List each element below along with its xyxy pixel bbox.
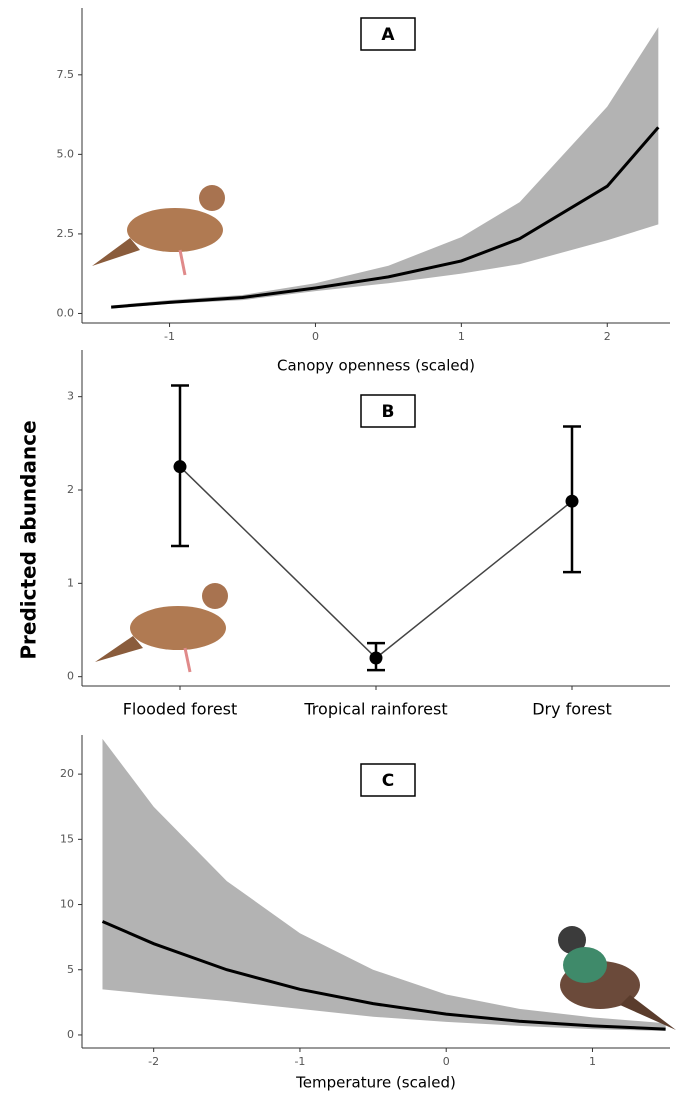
bird-leg: [178, 249, 187, 276]
y-tick-label: 5: [67, 963, 74, 976]
bird-head: [199, 185, 225, 211]
y-axis-label: Predicted abundance: [17, 420, 41, 659]
x-tick-label: Flooded forest: [123, 700, 238, 719]
bird-body: [130, 606, 226, 650]
y-tick-label: 5.0: [57, 147, 75, 160]
confidence-band: [111, 27, 659, 309]
panel-label-box: [360, 394, 416, 428]
y-tick-label: 20: [60, 767, 74, 780]
panel-label-box: [360, 17, 416, 51]
x-tick-label: 1: [458, 330, 465, 343]
x-tick-label: -1: [294, 1055, 305, 1068]
x-tick-label: 1: [589, 1055, 596, 1068]
x-axis-label: Canopy openness (scaled): [277, 357, 475, 375]
y-tick-label: 0: [67, 670, 74, 683]
bird-tail: [92, 238, 140, 266]
panel-label: B: [382, 402, 395, 422]
x-axis-label: Temperature (scaled): [295, 1074, 456, 1092]
point: [369, 651, 383, 665]
y-tick-label: 3: [67, 390, 74, 403]
y-tick-label: 7.5: [57, 68, 75, 81]
x-tick-label: -2: [148, 1055, 159, 1068]
fit-line: [101, 920, 666, 1031]
y-tick-label: 15: [60, 832, 74, 845]
y-tick-label: 2: [67, 483, 74, 496]
panel-label: A: [381, 25, 395, 45]
bird-illustration: [95, 583, 228, 673]
point: [565, 494, 579, 508]
bird-tail: [95, 636, 143, 662]
y-tick-label: 2.5: [57, 227, 75, 240]
y-tick-label: 0: [67, 1028, 74, 1041]
panel: 0 1 2 3 Predicted abundance Flooded forest Tro…: [17, 350, 670, 719]
panel-label: C: [382, 771, 394, 791]
bird-body: [127, 208, 223, 252]
y-tick-label: 0.0: [57, 306, 75, 319]
x-tick-label: Dry forest: [532, 700, 612, 719]
bird-illustration: [558, 926, 676, 1030]
bird-leg: [183, 647, 192, 673]
y-tick-label: 10: [60, 898, 74, 911]
panel: 0.0 2.5 5.0 7.5 -1 0 1 2 Canopy openness (scaled…: [57, 8, 670, 375]
fit-line: [111, 126, 660, 309]
bird-head: [558, 926, 586, 954]
bird-head: [202, 583, 228, 609]
y-tick-label: 1: [67, 576, 74, 589]
x-tick-label: Tropical rainforest: [303, 700, 447, 719]
x-tick-label: 2: [604, 330, 611, 343]
panel: 0 5 10 15 20 -2 -1 0 1 Temperature (scaled): [60, 735, 670, 1092]
point: [173, 460, 187, 474]
x-tick-label: -1: [164, 330, 175, 343]
panel-label-box: [360, 763, 416, 797]
confidence-band: [102, 738, 666, 1032]
bird-tail: [620, 995, 676, 1030]
x-tick-label: 0: [312, 330, 319, 343]
connector-line: [179, 466, 573, 659]
bird-illustration: [92, 185, 225, 276]
bird-breast: [563, 947, 607, 983]
x-tick-label: 0: [443, 1055, 450, 1068]
